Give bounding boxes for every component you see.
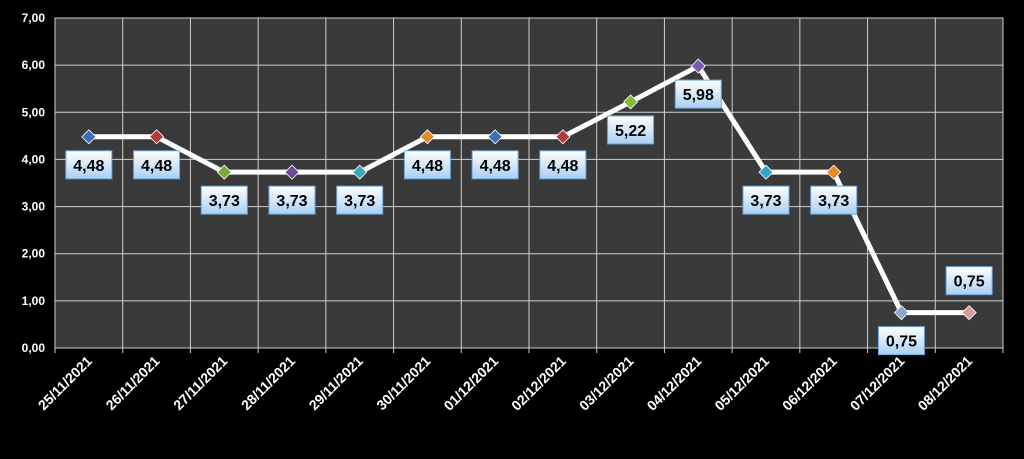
data-point-marker	[81, 129, 97, 145]
data-label: 3,73	[209, 193, 240, 210]
data-point-marker	[826, 164, 842, 180]
x-tick-label: 03/12/2021	[576, 353, 637, 414]
data-point-marker	[216, 164, 232, 180]
data-label: 4,48	[73, 158, 104, 175]
x-tick-label: 29/11/2021	[306, 353, 366, 413]
x-tick-label: 05/12/2021	[711, 353, 772, 414]
y-tick-label: 4,00	[22, 152, 46, 166]
data-label-box	[539, 150, 587, 180]
data-point-marker	[352, 164, 368, 180]
y-tick-label: 5,00	[22, 105, 46, 119]
data-point-marker	[961, 305, 977, 321]
x-tick-label: 06/12/2021	[779, 353, 840, 414]
y-tick-label: 6,00	[22, 58, 46, 72]
data-label-box	[133, 150, 181, 180]
data-label-box	[607, 115, 655, 145]
x-tick-label: 25/11/2021	[35, 353, 95, 413]
series-line	[86, 63, 972, 316]
y-tick-label: 1,00	[22, 294, 46, 308]
data-label-box	[945, 266, 993, 296]
data-point-marker	[149, 129, 165, 145]
x-tick-label: 02/12/2021	[508, 353, 569, 414]
x-tick-label: 27/11/2021	[170, 353, 230, 413]
y-tick-label: 3,00	[22, 200, 46, 214]
data-label: 5,98	[683, 87, 714, 104]
data-label: 4,48	[141, 158, 172, 175]
data-point-marker	[284, 164, 300, 180]
data-label-box	[877, 326, 925, 356]
x-tick-label: 08/12/2021	[914, 353, 975, 414]
data-label: 3,73	[818, 193, 849, 210]
data-label-box	[268, 185, 316, 215]
data-point-marker	[758, 164, 774, 180]
data-point-marker	[893, 305, 909, 321]
data-point-marker	[690, 58, 706, 74]
data-point-marker	[555, 129, 571, 145]
data-label-box	[471, 150, 519, 180]
x-tick-label: 26/11/2021	[102, 353, 162, 413]
data-point-marker	[487, 129, 503, 145]
data-point-marker	[419, 129, 435, 145]
y-tick-label: 2,00	[22, 247, 46, 261]
x-tick-label: 07/12/2021	[847, 353, 908, 414]
data-label: 3,73	[276, 193, 307, 210]
data-label: 3,73	[344, 193, 375, 210]
data-label: 5,22	[615, 123, 646, 140]
x-tick-label: 30/11/2021	[373, 353, 433, 413]
data-label-box	[200, 185, 248, 215]
data-label-box	[674, 79, 722, 109]
data-label: 4,48	[480, 158, 511, 175]
data-label-box	[336, 185, 384, 215]
x-tick-label: 01/12/2021	[440, 353, 501, 414]
x-tick-label: 28/11/2021	[238, 353, 298, 413]
data-label: 0,75	[886, 334, 917, 351]
data-point-marker	[623, 94, 639, 110]
y-tick-label: 0,00	[22, 341, 46, 355]
y-tick-label: 7,00	[22, 11, 46, 25]
data-label: 3,73	[750, 193, 781, 210]
data-label-box	[65, 150, 113, 180]
data-label: 0,75	[954, 274, 985, 291]
data-label: 4,48	[412, 158, 443, 175]
data-label-box	[810, 185, 858, 215]
x-tick-label: 04/12/2021	[644, 353, 705, 414]
data-label-box	[742, 185, 790, 215]
data-label: 4,48	[547, 158, 578, 175]
data-label-box	[403, 150, 451, 180]
